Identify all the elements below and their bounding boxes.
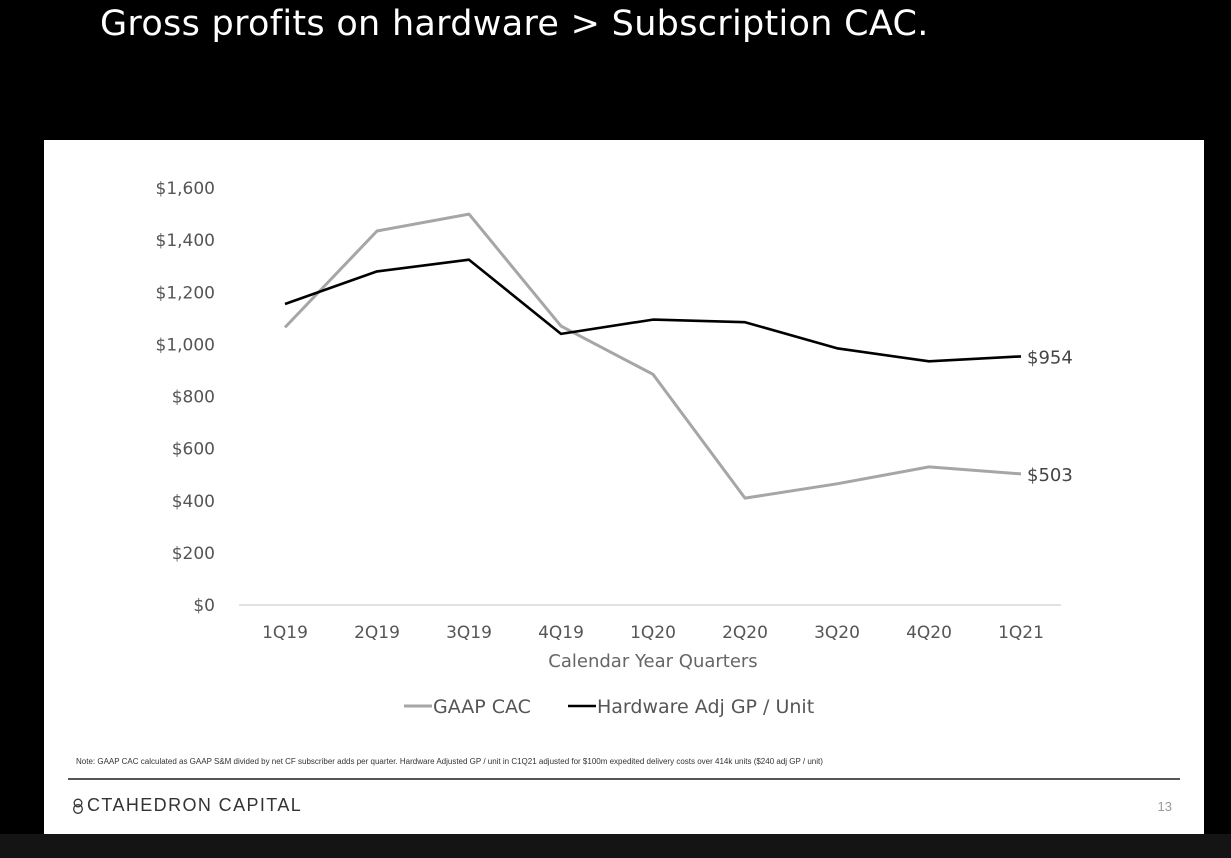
y-tick-label: $400: [172, 492, 215, 512]
series-lines: [283, 212, 1022, 500]
brand-wordmark: CTAHEDRON CAPITAL: [70, 795, 302, 816]
footnote: Note: GAAP CAC calculated as GAAP S&M di…: [76, 757, 823, 766]
x-tick-label: 1Q21: [998, 623, 1044, 643]
x-tick-labels: 1Q19 2Q19 3Q19 4Q19 1Q20 2Q20 3Q20 4Q20 1Q21: [262, 623, 1044, 643]
y-tick-labels: $0 $200 $400 $600 $800 $1,000 $1,200 $1,400 $1,6…: [156, 179, 215, 616]
line-chart: $0 $200 $400 $600 $800 $1,000 $1,200 $1,400 $1,6…: [156, 179, 1073, 718]
y-tick-label: $1,600: [156, 179, 215, 199]
page-number: 13: [1157, 799, 1172, 814]
x-tick-label: 2Q20: [722, 623, 768, 643]
x-tick-label: 1Q19: [262, 623, 308, 643]
slide-title: Gross profits on hardware > Subscription…: [100, 4, 929, 44]
bottom-strip: [0, 834, 1231, 858]
y-tick-label: $0: [193, 596, 215, 616]
x-tick-label: 1Q20: [630, 623, 676, 643]
series-line: [284, 258, 1022, 363]
y-tick-label: $800: [172, 388, 215, 408]
x-axis-title: Calendar Year Quarters: [548, 651, 757, 672]
series-end-label: $503: [1027, 465, 1073, 486]
x-tick-label: 3Q20: [814, 623, 860, 643]
octahedron-logo-icon: [73, 798, 83, 814]
series-line: [283, 212, 1022, 500]
x-tick-label: 4Q19: [538, 623, 584, 643]
legend-label: Hardware Adj GP / Unit: [597, 696, 814, 718]
series-end-label: $954: [1027, 347, 1073, 368]
y-tick-label: $1,000: [156, 335, 215, 355]
chart-panel: $0 $200 $400 $600 $800 $1,000 $1,200 $1,400 $1,6…: [44, 140, 1204, 834]
x-tick-label: 2Q19: [354, 623, 400, 643]
x-tick-label: 3Q19: [446, 623, 492, 643]
footer-divider: [68, 778, 1180, 780]
y-tick-label: $600: [172, 440, 215, 460]
end-labels: $503 $954: [1027, 347, 1073, 486]
y-tick-label: $1,200: [156, 283, 215, 303]
legend: GAAP CAC Hardware Adj GP / Unit: [404, 696, 814, 718]
legend-label: GAAP CAC: [433, 696, 531, 718]
x-tick-label: 4Q20: [906, 623, 952, 643]
y-tick-label: $1,400: [156, 231, 215, 251]
brand-name: CTAHEDRON CAPITAL: [87, 795, 303, 815]
y-tick-label: $200: [172, 544, 215, 564]
